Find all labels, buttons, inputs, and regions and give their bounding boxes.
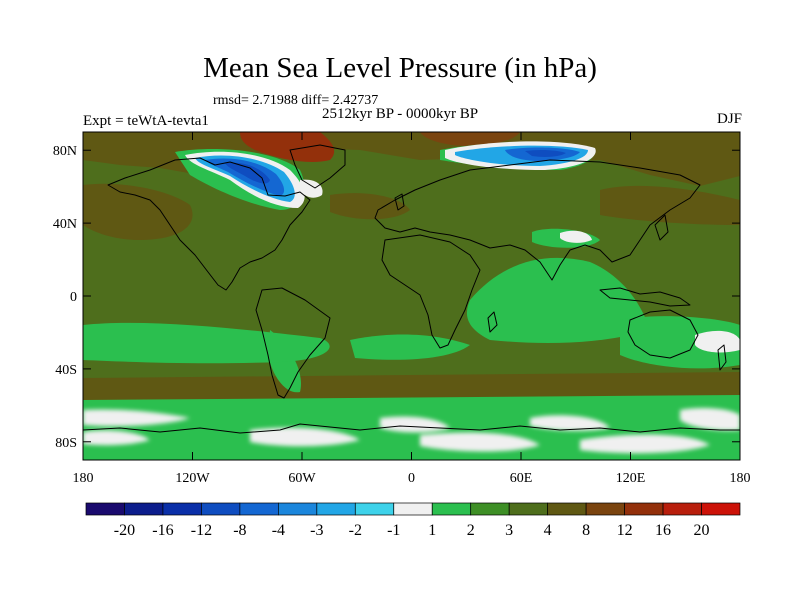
colorbar-label: -12 [191,522,212,539]
coastline-eurasia [374,159,701,281]
field-region-white-aus [695,330,740,353]
experiment-label: Expt = teWtA-tevta1 [83,113,209,129]
coastline-new-zealand [717,344,727,371]
field-region-brown-eurasia [600,185,740,225]
lat-tick-label: 80N [53,144,77,159]
colorbar-label: -4 [272,522,285,539]
colorbar-label: -2 [349,522,362,539]
field-region-darkblue-sib [525,149,566,157]
field-region-green-indian [466,257,650,343]
colorbar-label: 4 [544,522,552,539]
chart-title: Mean Sea Level Pressure (in hPa) [203,52,597,84]
colorbar-swatch [662,502,702,516]
lon-tick-label: 180 [730,471,751,486]
colorbar-swatch [239,502,279,516]
lon-tick-label: 120W [175,471,210,486]
colorbar-label: -16 [152,522,173,539]
colorbar-swatch [162,502,202,516]
rmsd-diff-label: rmsd= 2.71988 diff= 2.42737 [213,93,379,108]
colorbar-swatch [354,502,395,516]
field-region-red-arctic [240,132,335,162]
lat-tick-label: 40N [53,217,77,232]
pressure-field [83,132,740,460]
lon-tick-label: 0 [408,471,415,486]
field-region-white-india [560,230,592,243]
lon-tick-label: 60W [288,471,316,486]
colorbar-swatch [547,502,587,516]
colorbar-label: -3 [310,522,323,539]
colorbar-label: 3 [505,522,513,539]
colorbar: -20 -16 -12 -8 -4 -3 -2 -1 1 2 3 4 8 12 16 20 [85,502,741,539]
lon-tick-label: 120E [616,471,646,486]
coastline-madagascar [487,311,498,333]
coastline-antarctica [83,423,740,434]
coastline-north-america [107,157,311,291]
coastlines [83,144,740,434]
coastline-indonesia [599,287,691,307]
colorbar-swatch [124,502,164,516]
field-region-green-satl [350,334,470,360]
lat-tick-label: 40S [55,363,77,378]
season-label: DJF [716,111,742,127]
colorbar-label: -20 [114,522,135,539]
field-region-brown-npac [83,183,193,240]
coastline-uk [394,193,405,211]
lon-tick-label: 60E [510,471,533,486]
colorbar-swatch [585,502,625,516]
coastline-south-america [255,287,331,399]
colorbar-label: 16 [655,522,671,539]
field-region-white-antarctic [83,407,740,454]
colorbar-swatch [85,502,125,516]
axis-ticks: 80N 40N 0 40S 80S 180 120W 60W 0 60E 120E 180 [53,132,751,486]
colorbar-swatch [393,502,433,516]
colorbar-swatch [508,502,548,516]
colorbar-swatch [470,502,510,516]
colorbar-label: 1 [428,522,436,539]
coastline-japan [654,214,669,241]
coastline-greenland [289,144,346,189]
colorbar-label: 8 [582,522,590,539]
field-region-blue-na [205,158,285,196]
colorbar-swatch [278,502,318,516]
field-region-brown-natl [330,193,410,220]
coastline-africa [381,234,481,349]
field-region-darkblue-na [225,162,270,184]
field-region-white-na-east [300,179,323,198]
colorbar-swatch [316,502,356,516]
field-region-red-arctic-east [420,132,520,146]
colorbar-swatch [201,502,241,516]
colorbar-swatch [701,502,741,516]
period-label: 2512kyr BP - 0000kyr BP [322,106,479,122]
colorbar-swatch [624,502,664,516]
colorbar-label: 12 [617,522,633,539]
colorbar-label: -8 [233,522,246,539]
lat-tick-label: 0 [70,290,77,305]
coastline-australia [627,309,699,359]
lon-tick-label: 180 [73,471,94,486]
colorbar-swatch [431,502,472,516]
colorbar-label: 2 [467,522,475,539]
colorbar-label: -1 [387,522,400,539]
colorbar-label: 20 [694,522,710,539]
lat-tick-label: 80S [55,436,77,451]
